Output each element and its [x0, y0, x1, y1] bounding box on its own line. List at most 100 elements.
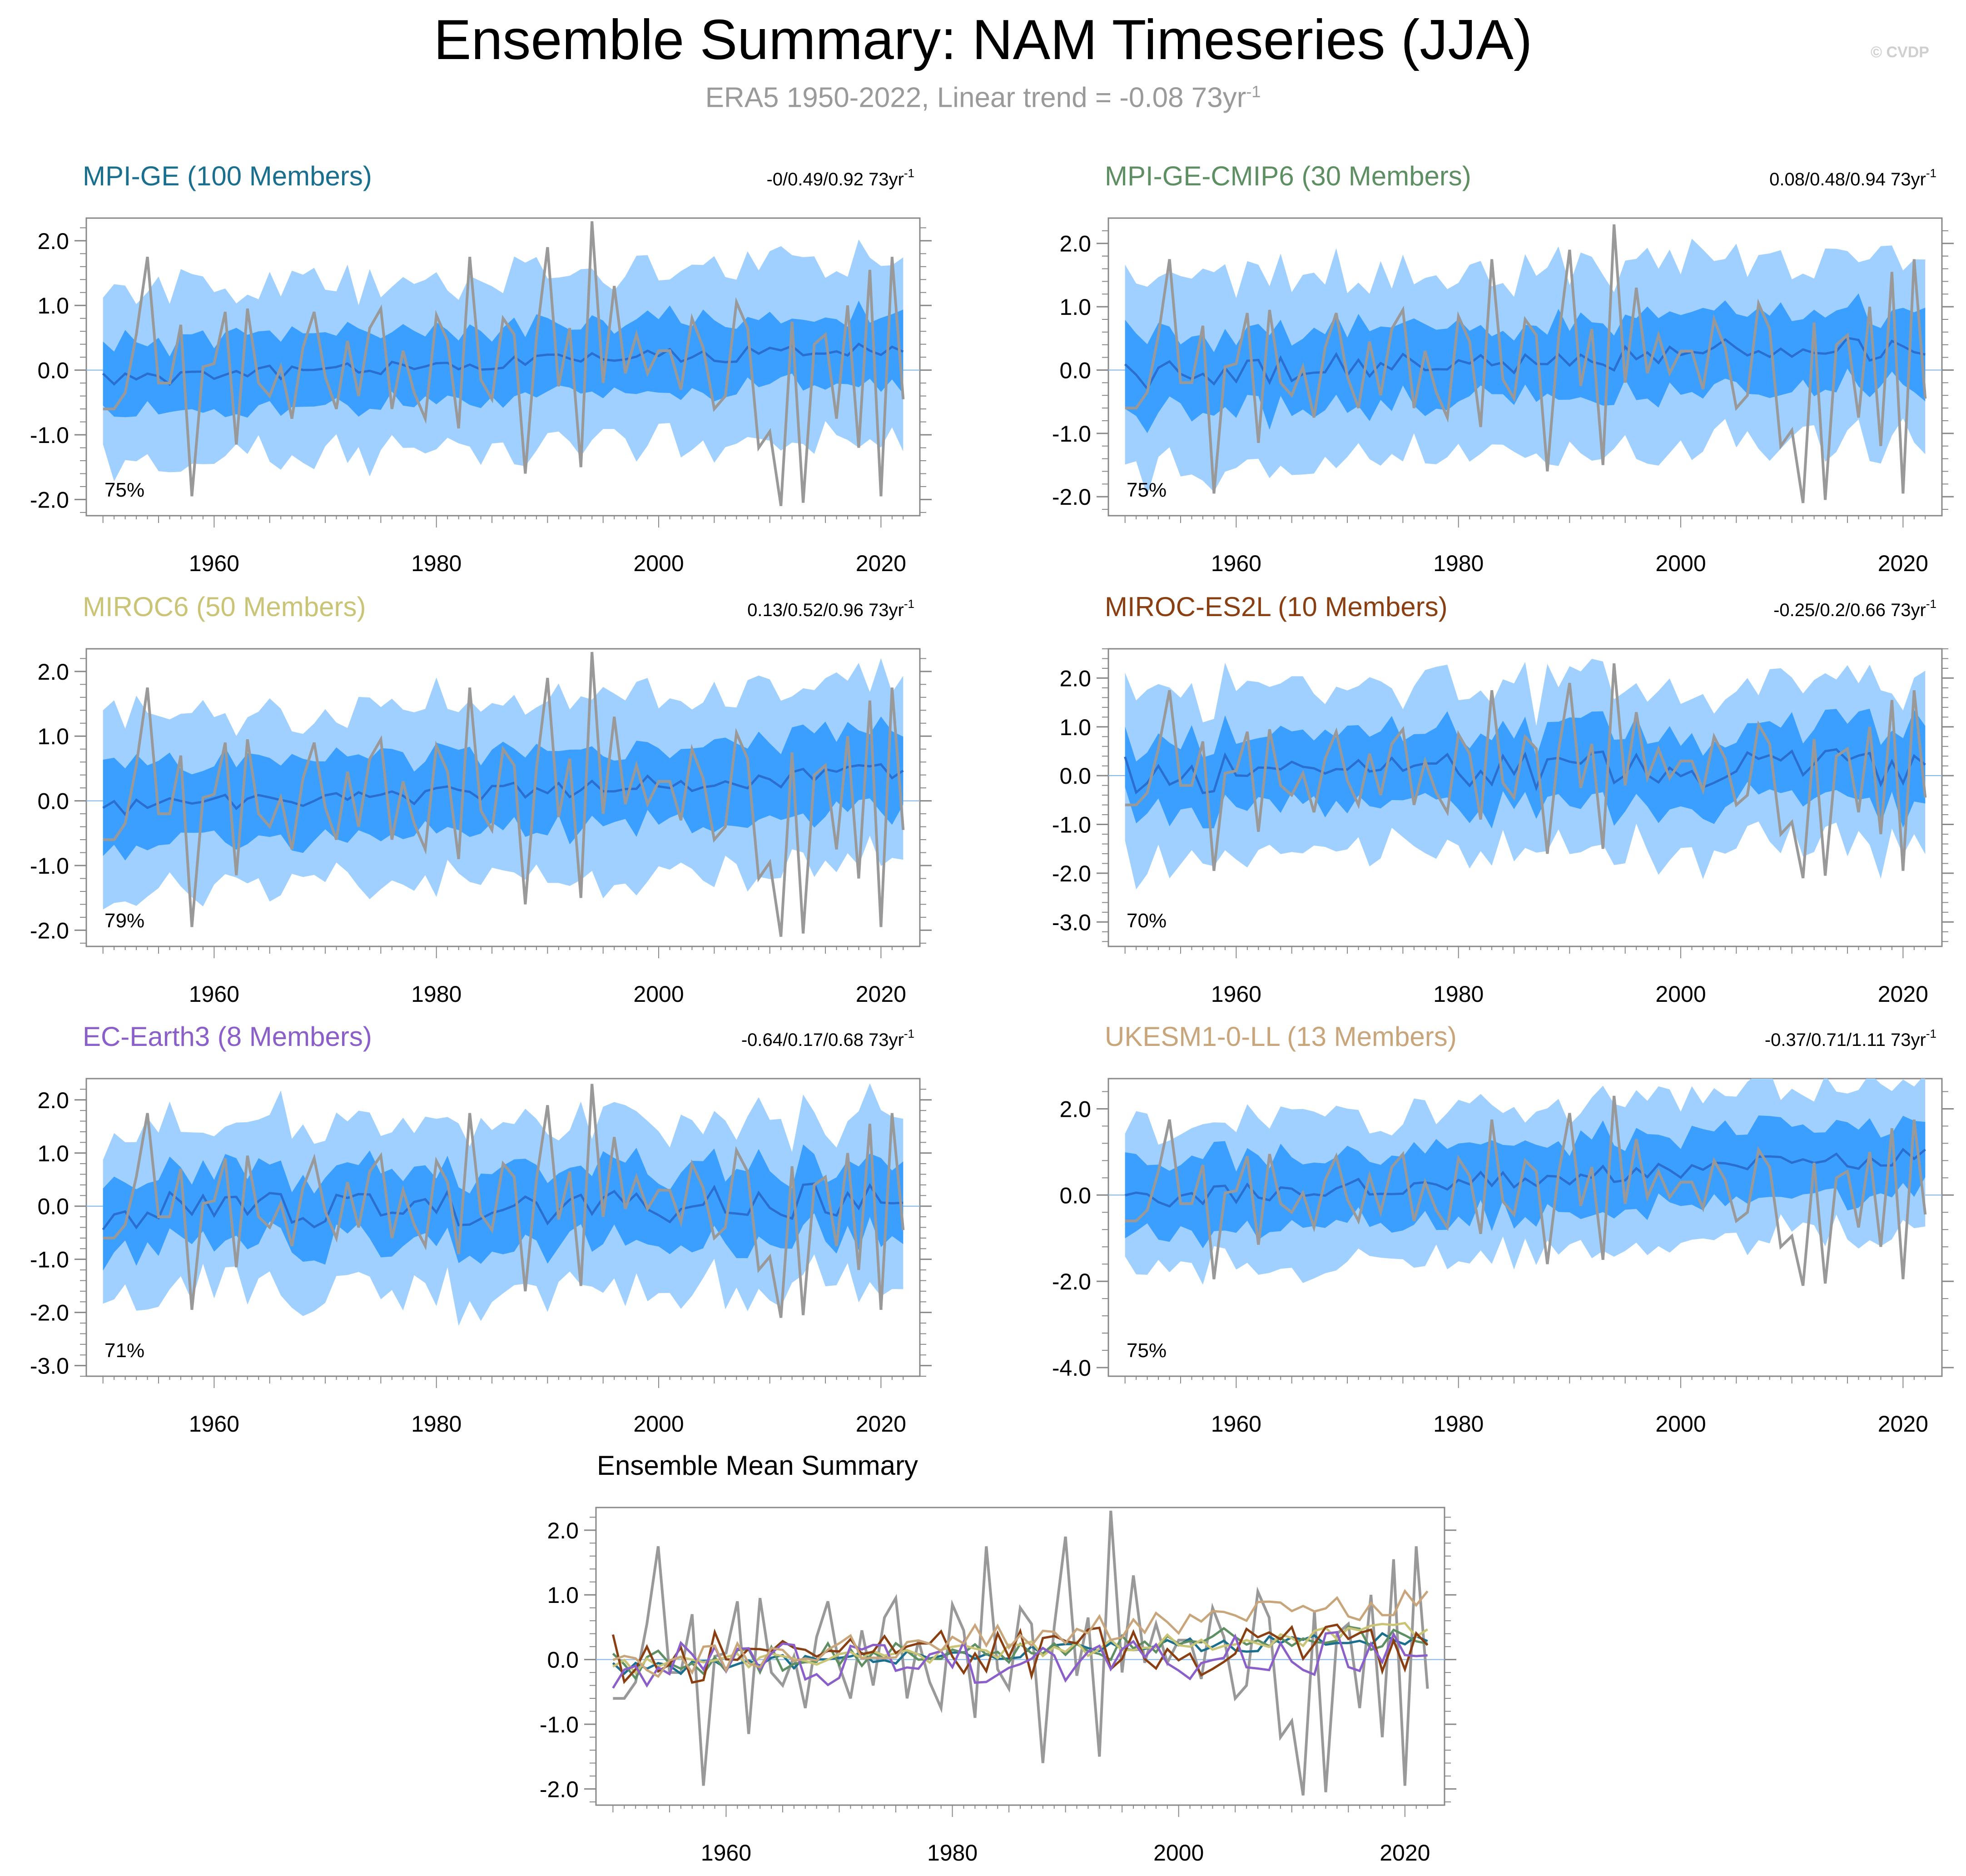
y-tick-label: -3.0	[30, 1354, 69, 1379]
panel-title: EC-Earth3 (8 Members)	[83, 1021, 372, 1052]
y-tick-label: 0.0	[37, 789, 69, 814]
trend-text: 0.08/0.48/0.94 73yr-1	[1769, 166, 1936, 189]
y-tick-label: 1.0	[547, 1582, 579, 1608]
x-tick-label: 2020	[856, 1411, 906, 1437]
subtitle-text: ERA5 1950-2022, Linear trend = -0.08 73y…	[705, 82, 1246, 114]
trend-text: 0.13/0.52/0.96 73yr-1	[747, 597, 914, 620]
y-tick-label: -2.0	[30, 1300, 69, 1326]
panel-title: MPI-GE (100 Members)	[83, 161, 372, 191]
x-tick-label: 2020	[856, 981, 906, 1007]
panel-miroc6: MIROC6 (50 Members) 0.13/0.52/0.96 73yr-1…	[30, 592, 932, 1007]
y-tick-label: 1.0	[1059, 715, 1091, 740]
trend-superscript: -1	[1926, 1027, 1936, 1040]
x-tick-label: 1960	[1211, 981, 1261, 1007]
page-title: Ensemble Summary: NAM Timeseries (JJA)	[433, 9, 1533, 71]
x-tick-label: 1980	[1433, 1411, 1484, 1437]
y-tick-label: 1.0	[1059, 294, 1091, 320]
x-tick-label: 2020	[1878, 1411, 1928, 1437]
observed-series-line	[1125, 1095, 1927, 1286]
observed-series-line	[1125, 224, 1927, 503]
y-tick-label: 0.0	[1059, 763, 1091, 789]
trend-text: -0.37/0.71/1.11 73yr-1	[1765, 1027, 1936, 1050]
x-tick-label: 1980	[1433, 551, 1484, 576]
x-tick-label: 1960	[1211, 551, 1261, 576]
y-tick-label: -2.0	[1052, 1269, 1091, 1294]
inner-percentile-band	[103, 300, 904, 418]
x-tick-label: 2000	[633, 981, 684, 1007]
ensemble-mean-line	[1124, 748, 1926, 795]
trend-superscript: -1	[904, 597, 914, 611]
y-tick-label: 0.0	[1059, 358, 1091, 383]
x-tick-label: 2000	[1153, 1840, 1204, 1866]
y-tick-label: -2.0	[30, 487, 69, 513]
x-tick-label: 2000	[1655, 981, 1706, 1007]
panel-mpi-ge-cmip6: MPI-GE-CMIP6 (30 Members) 0.08/0.48/0.94 …	[1052, 161, 1954, 576]
plot-data	[1124, 224, 1927, 503]
observed-series-line	[1125, 663, 1927, 879]
x-tick-label: 1960	[1211, 1411, 1261, 1437]
x-tick-label: 2000	[1655, 1411, 1706, 1437]
observed-series-line	[103, 652, 905, 937]
ensemble-mean-line	[102, 342, 904, 386]
y-tick-label: 2.0	[1059, 666, 1091, 691]
x-tick-label: 2000	[633, 1411, 684, 1437]
percent-label: 71%	[104, 1339, 144, 1362]
percent-label: 70%	[1127, 910, 1167, 932]
plot-data	[611, 1510, 1429, 1796]
ensemble-mean-line	[102, 1182, 904, 1230]
x-tick-label: 2020	[856, 551, 906, 576]
panel-mpi-ge: MPI-GE (100 Members) -0/0.49/0.92 73yr-1 2…	[30, 161, 932, 576]
ensemble-mean-line	[1125, 1148, 1926, 1208]
inner-percentile-band	[1125, 708, 1926, 829]
y-tick-label: 2.0	[37, 1088, 69, 1113]
y-tick-label: -1.0	[30, 1247, 69, 1273]
trend-text: -0.64/0.17/0.68 73yr-1	[741, 1027, 914, 1050]
x-tick-label: 1980	[411, 1411, 462, 1437]
percent-label: 75%	[1127, 1339, 1167, 1362]
x-tick-label: 1960	[189, 1411, 239, 1437]
x-tick-label: 1960	[701, 1840, 751, 1866]
panel-title: MIROC6 (50 Members)	[83, 592, 366, 622]
y-tick-label: 0.0	[37, 1194, 69, 1219]
model-mean-line	[612, 1589, 1429, 1678]
x-tick-label: 1980	[927, 1840, 978, 1866]
trend-superscript: -1	[1926, 597, 1936, 611]
panel-ec-earth3: EC-Earth3 (8 Members) -0.64/0.17/0.68 73y…	[30, 1021, 932, 1437]
y-tick-label: -1.0	[30, 423, 69, 448]
ensemble-mean-line	[1124, 337, 1926, 391]
y-tick-label: -1.0	[1052, 421, 1091, 447]
observed-series-line	[613, 1510, 1429, 1796]
panel-miroc-es2l: MIROC-ES2L (10 Members) -0.25/0.2/0.66 73…	[1052, 592, 1954, 1007]
y-tick-label: -2.0	[1052, 861, 1091, 886]
x-tick-label: 1980	[411, 981, 462, 1007]
y-tick-label: 2.0	[37, 229, 69, 254]
plot-data	[1124, 659, 1927, 890]
inner-percentile-band	[103, 1144, 904, 1271]
x-tick-label: 1960	[189, 551, 239, 576]
plot-data	[102, 221, 905, 507]
y-tick-label: -4.0	[1052, 1355, 1091, 1381]
panel-title: UKESM1-0-LL (13 Members)	[1105, 1021, 1457, 1052]
x-tick-label: 2000	[633, 551, 684, 576]
y-tick-label: 1.0	[37, 1141, 69, 1166]
percent-label: 75%	[104, 479, 144, 501]
cvdp-watermark: © CVDP	[1871, 44, 1929, 61]
x-tick-label: 2000	[1655, 551, 1706, 576]
inner-percentile-band	[103, 717, 904, 861]
y-tick-label: -2.0	[30, 918, 69, 943]
y-tick-label: 2.0	[37, 659, 69, 685]
plot-data	[102, 652, 905, 937]
percent-label: 79%	[104, 910, 144, 932]
model-mean-line	[612, 1631, 1428, 1689]
y-tick-label: 0.0	[547, 1647, 579, 1673]
model-mean-line	[612, 1622, 1428, 1675]
y-tick-label: -1.0	[1052, 812, 1091, 838]
observed-series-line	[103, 221, 905, 507]
x-tick-label: 2020	[1878, 981, 1928, 1007]
trend-text: -0.25/0.2/0.66 73yr-1	[1773, 597, 1936, 620]
y-tick-label: 2.0	[1059, 231, 1091, 257]
y-tick-label: 0.0	[37, 358, 69, 383]
trend-superscript: -1	[904, 1027, 914, 1040]
y-tick-label: 2.0	[547, 1518, 579, 1543]
y-tick-label: 2.0	[1059, 1096, 1091, 1122]
